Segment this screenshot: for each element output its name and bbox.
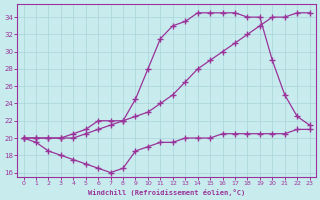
X-axis label: Windchill (Refroidissement éolien,°C): Windchill (Refroidissement éolien,°C) bbox=[88, 189, 245, 196]
